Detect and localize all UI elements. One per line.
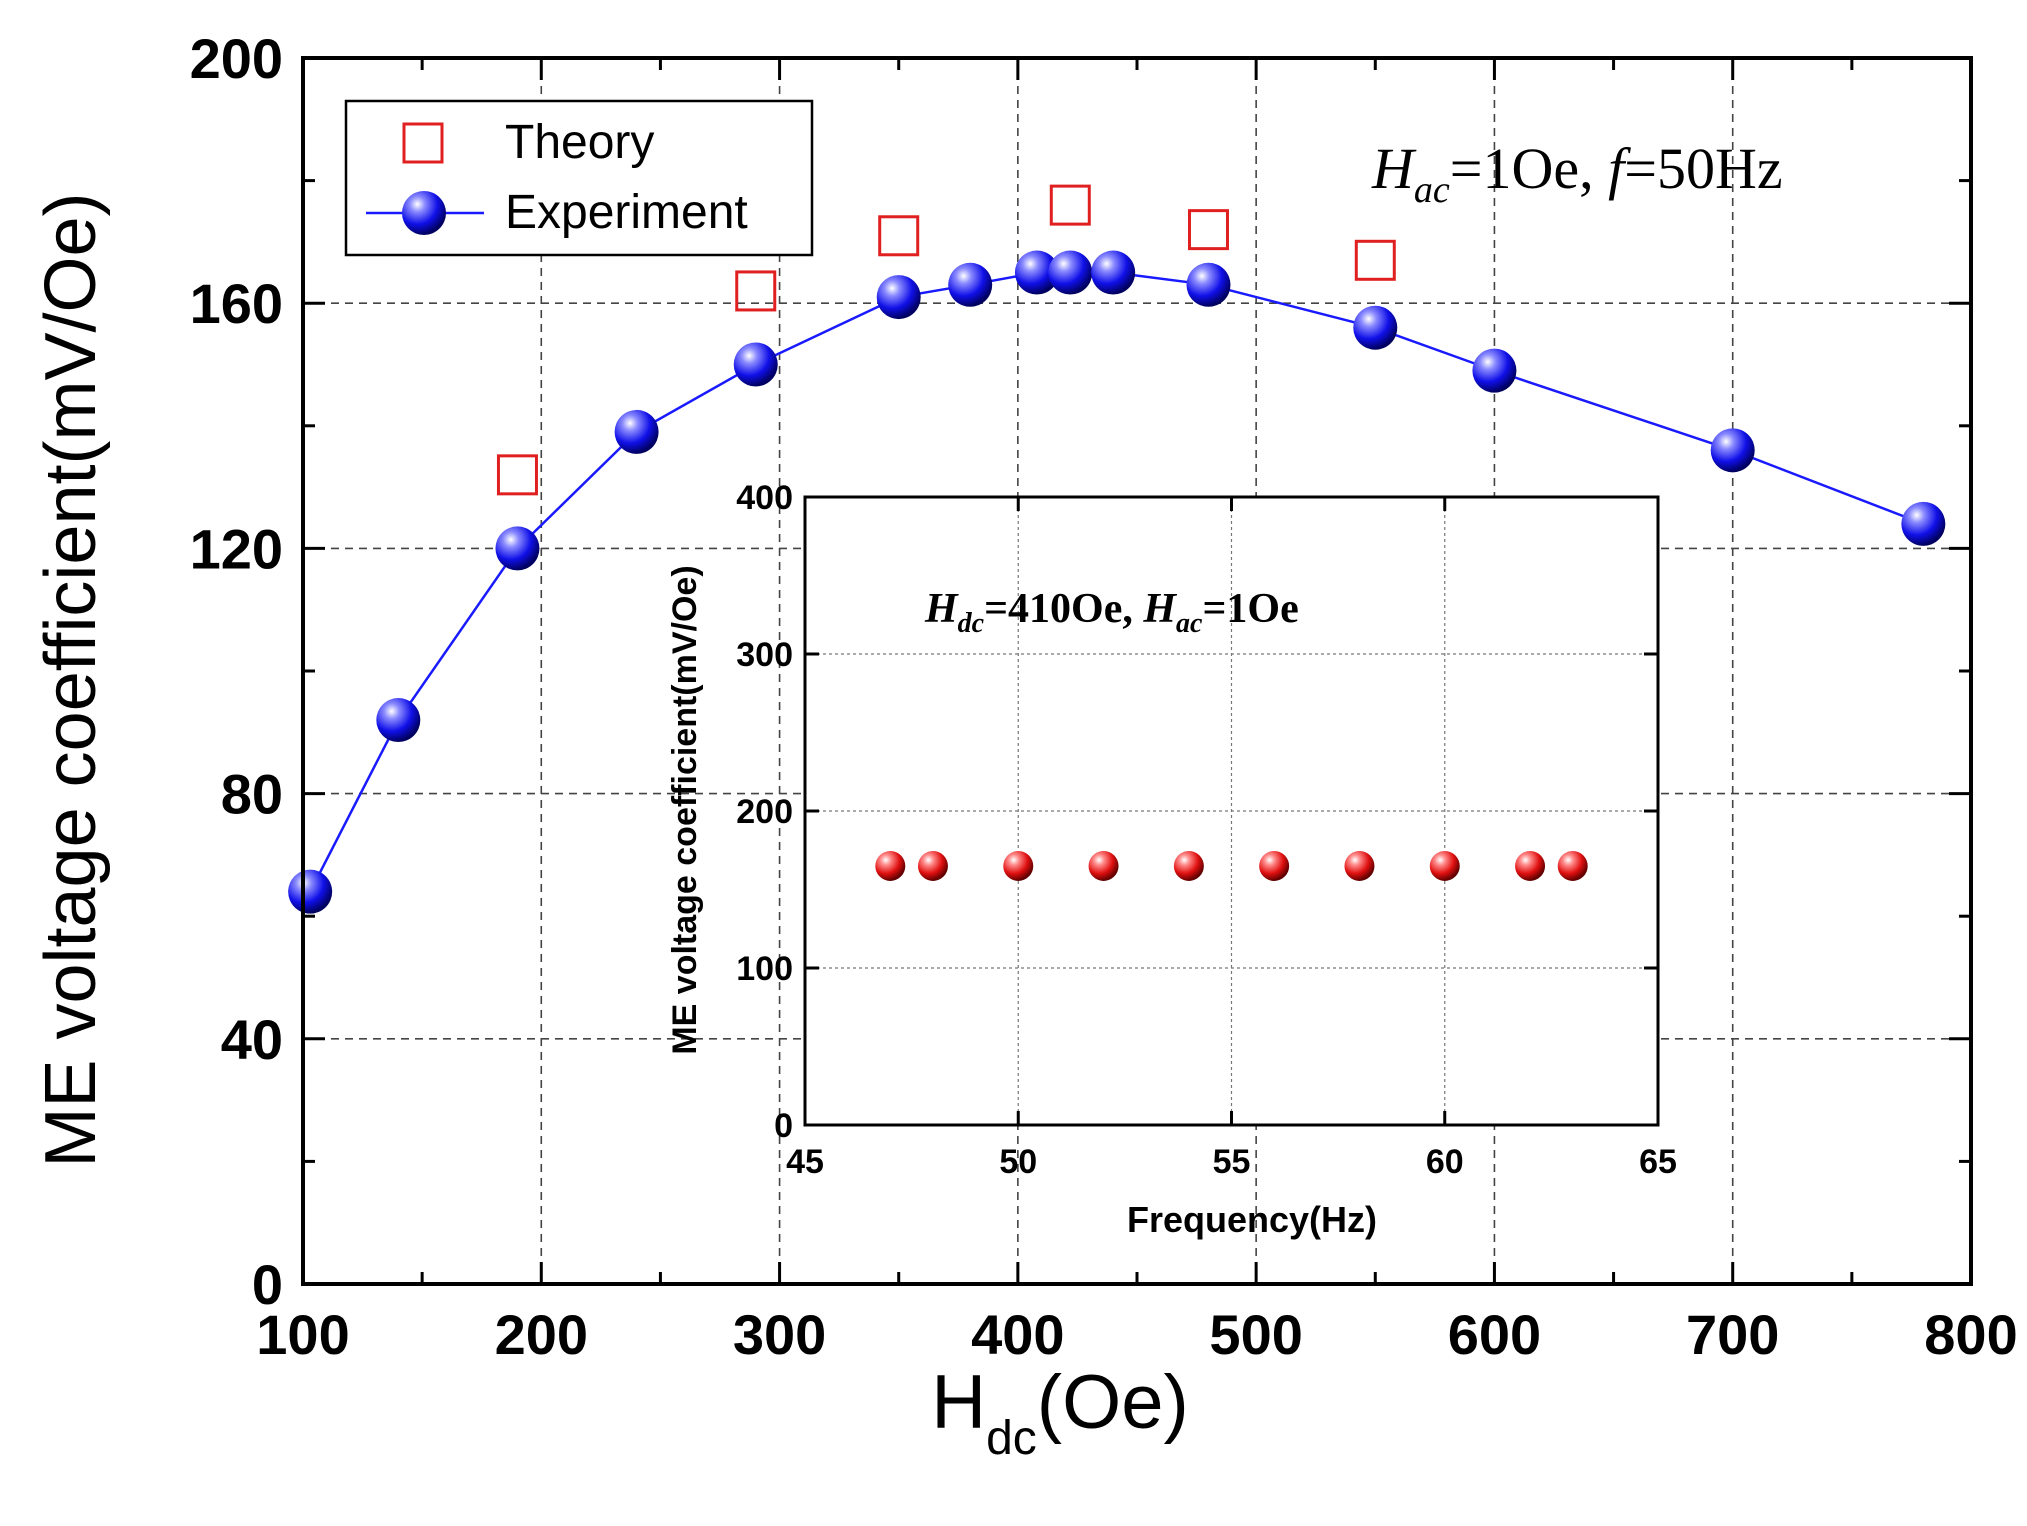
main-x-tick-label: 600 bbox=[1448, 1303, 1541, 1366]
inset-y-axis-title: ME voltage coefficient(mV/Oe) bbox=[666, 565, 704, 1054]
inset-series bbox=[875, 850, 1588, 881]
experiment-point bbox=[1014, 250, 1059, 295]
inset-plot-border bbox=[803, 495, 1660, 1127]
inset-y-tick-label: 100 bbox=[736, 950, 793, 988]
inset-gridlines bbox=[805, 497, 1658, 1125]
x-title-unit: (Oe) bbox=[1037, 1360, 1189, 1445]
inset-y-tick-label: 400 bbox=[736, 479, 793, 517]
main-x-tick-label: 100 bbox=[256, 1303, 349, 1366]
inset-ann-h1-sub: dc bbox=[958, 608, 985, 639]
inset-x-tick-label: 65 bbox=[1639, 1143, 1677, 1181]
main-y-axis-title: ME voltage coefficient(mV/Oe) bbox=[31, 192, 111, 1167]
inset-point bbox=[1429, 850, 1460, 881]
main-x-tick-label: 400 bbox=[971, 1303, 1064, 1366]
inset-point bbox=[1173, 850, 1204, 881]
main-y-tick-label: 200 bbox=[190, 27, 283, 90]
inset-point bbox=[917, 850, 948, 881]
inset-ann-eq1: =410Oe, bbox=[984, 586, 1143, 632]
inset-x-tick-label: 55 bbox=[1213, 1143, 1251, 1181]
experiment-point bbox=[1186, 262, 1231, 307]
ann-eq2: =50Hz bbox=[1624, 136, 1782, 201]
theory-point bbox=[1049, 184, 1091, 226]
experiment-point bbox=[1901, 501, 1946, 546]
experiment-point bbox=[614, 409, 659, 454]
main-x-tick-label: 200 bbox=[495, 1303, 588, 1366]
inset-x-tick-label: 50 bbox=[999, 1143, 1037, 1181]
experiment-point bbox=[948, 262, 993, 307]
inset-x-axis-title: Frequency(Hz) bbox=[1127, 1199, 1377, 1240]
main-x-tick-label: 800 bbox=[1924, 1303, 2017, 1366]
inset-tick-labels: 45 50 55 60 65 0 100 200 300 400 bbox=[736, 479, 1677, 1181]
experiment-point bbox=[376, 698, 421, 743]
inset-point bbox=[1557, 850, 1588, 881]
inset-y-tick-label: 300 bbox=[736, 636, 793, 674]
legend: Theory Experiment bbox=[344, 99, 814, 257]
main-y-tick-label: 40 bbox=[221, 1008, 283, 1071]
main-plot-frame bbox=[301, 56, 1973, 1286]
inset-y-tick-label: 0 bbox=[774, 1107, 793, 1145]
ann-eq1: =1Oe, bbox=[1450, 136, 1608, 201]
experiment-point bbox=[1353, 305, 1398, 350]
experiment-point bbox=[495, 526, 540, 571]
experiment-point bbox=[1710, 428, 1755, 473]
inset-ann-h2-sub: ac bbox=[1176, 608, 1203, 639]
theory-point bbox=[496, 454, 538, 496]
theory-series bbox=[496, 184, 1396, 496]
main-x-tick-label: 500 bbox=[1209, 1303, 1302, 1366]
ann-h-sub: ac bbox=[1414, 169, 1450, 211]
main-x-tick-label: 300 bbox=[733, 1303, 826, 1366]
legend-experiment-label: Experiment bbox=[505, 186, 748, 239]
experiment-point bbox=[288, 869, 333, 914]
experiment-point bbox=[1472, 348, 1517, 393]
theory-point bbox=[735, 270, 777, 312]
legend-experiment-marker bbox=[402, 191, 446, 235]
inset-point bbox=[1515, 850, 1546, 881]
legend-theory-label: Theory bbox=[505, 116, 654, 169]
inset-point bbox=[1003, 850, 1034, 881]
main-annotation: Hac=1Oe, f=50Hz bbox=[1371, 136, 1783, 211]
experiment-point bbox=[876, 275, 921, 320]
experiment-point bbox=[1091, 250, 1136, 295]
x-title-sub: dc bbox=[986, 1412, 1037, 1465]
legend-theory-marker bbox=[402, 122, 444, 164]
experiment-point bbox=[1048, 250, 1093, 295]
inset-y-tick-label: 200 bbox=[736, 793, 793, 831]
main-x-tick-label: 700 bbox=[1686, 1303, 1779, 1366]
main-y-tick-label: 0 bbox=[252, 1253, 283, 1316]
inset-ann-h2: H bbox=[1142, 586, 1177, 632]
ann-h: H bbox=[1371, 136, 1417, 201]
inset-ann-h1: H bbox=[924, 586, 959, 632]
experiment-point bbox=[733, 342, 778, 387]
main-y-tick-label: 120 bbox=[190, 517, 283, 580]
theory-point bbox=[878, 215, 920, 257]
inset-x-tick-label: 45 bbox=[786, 1143, 824, 1181]
inset-point bbox=[1259, 850, 1290, 881]
inset-point bbox=[875, 850, 906, 881]
theory-point bbox=[1354, 239, 1396, 281]
inset-ann-eq2: =1Oe bbox=[1202, 586, 1298, 632]
inset-point bbox=[1088, 850, 1119, 881]
main-y-tick-label: 160 bbox=[190, 272, 283, 335]
inset-annotation: Hdc=410Oe, Hac=1Oe bbox=[924, 586, 1299, 639]
main-y-tick-label: 80 bbox=[221, 763, 283, 826]
inset-x-tick-label: 60 bbox=[1426, 1143, 1464, 1181]
main-x-axis-title: Hdc(Oe) bbox=[931, 1360, 1189, 1465]
experiment-series bbox=[288, 250, 1946, 914]
theory-point bbox=[1187, 209, 1229, 251]
x-title-main: H bbox=[931, 1360, 986, 1445]
inset-point bbox=[1344, 850, 1375, 881]
